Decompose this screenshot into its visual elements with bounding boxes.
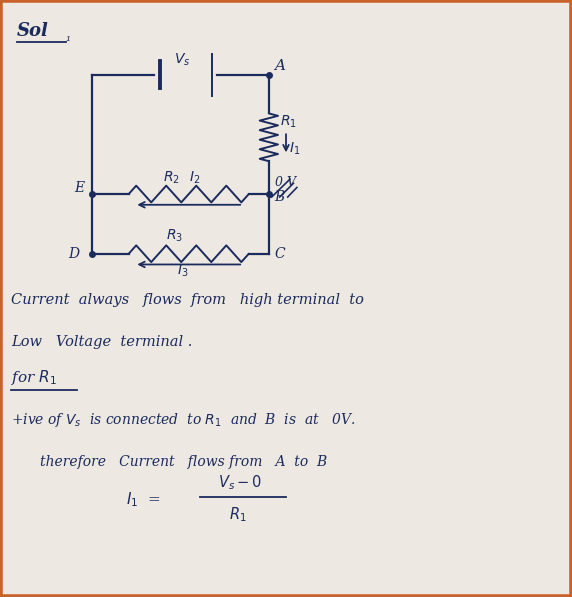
- Text: ₁: ₁: [66, 30, 71, 44]
- Text: $R_1$: $R_1$: [280, 113, 297, 130]
- Text: $I_1$  =: $I_1$ =: [126, 491, 160, 509]
- Text: $R_1$: $R_1$: [229, 506, 246, 524]
- Text: Low   Voltage  terminal .: Low Voltage terminal .: [11, 336, 193, 349]
- Text: $V_s - 0$: $V_s - 0$: [218, 474, 263, 493]
- Text: B: B: [275, 190, 285, 204]
- Text: $R_2$: $R_2$: [163, 170, 180, 186]
- Text: $V_s$: $V_s$: [174, 52, 191, 68]
- Text: E: E: [74, 181, 85, 195]
- Text: $R_3$: $R_3$: [166, 228, 183, 244]
- Text: D: D: [69, 247, 80, 261]
- Text: Current  always   flows  from   high terminal  to: Current always flows from high terminal …: [11, 294, 364, 307]
- Text: 0 V: 0 V: [275, 176, 296, 189]
- Text: $I_3$: $I_3$: [177, 263, 189, 279]
- Text: A: A: [275, 60, 285, 73]
- Text: $I_1$: $I_1$: [289, 140, 300, 156]
- Text: for $R_1$: for $R_1$: [11, 368, 58, 387]
- Text: C: C: [275, 247, 285, 261]
- Text: +ive of $V_s$  is connected  to $R_1$  and  B  is  at   0V.: +ive of $V_s$ is connected to $R_1$ and …: [11, 411, 356, 429]
- Text: $I_2$: $I_2$: [189, 170, 200, 186]
- Text: Sol: Sol: [17, 22, 49, 40]
- Text: therefore   Current   flows from   A  to  B: therefore Current flows from A to B: [40, 455, 327, 469]
